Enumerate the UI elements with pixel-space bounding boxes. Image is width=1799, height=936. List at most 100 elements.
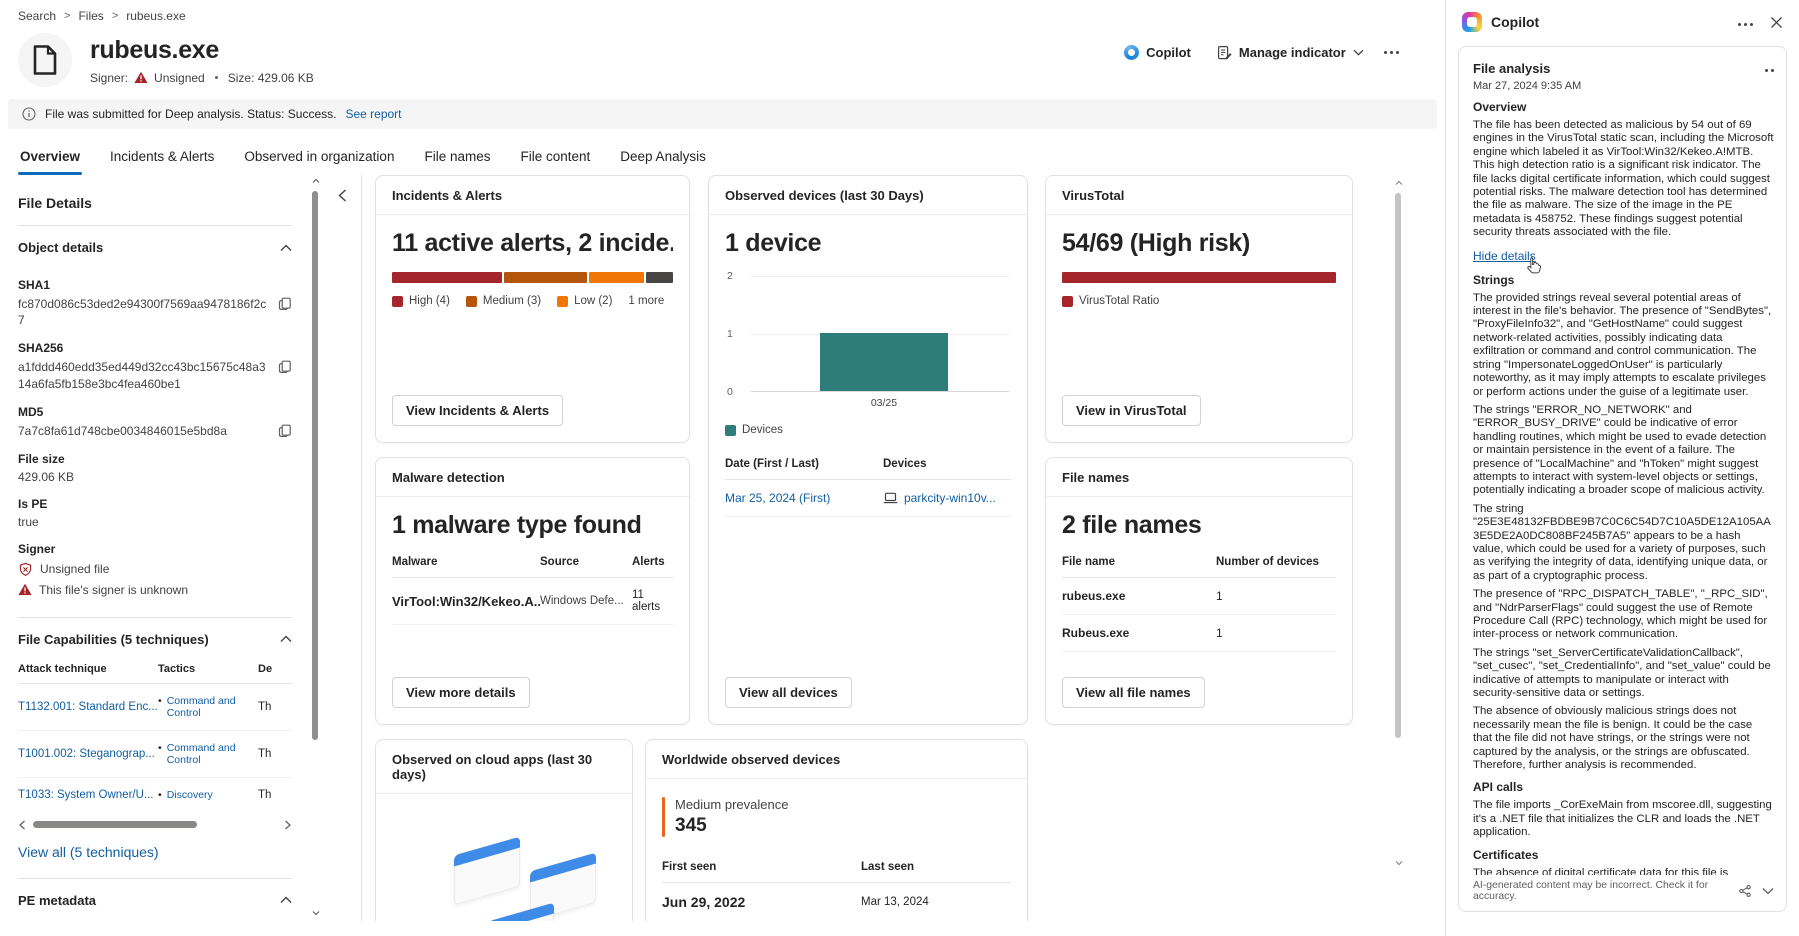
view-more-details-button[interactable]: View more details	[392, 677, 530, 708]
tab-file-content[interactable]: File content	[520, 149, 591, 164]
view-all-file-names-button[interactable]: View all file names	[1062, 677, 1205, 708]
breadcrumb-files[interactable]: Files	[78, 9, 104, 23]
devices-bar-chart: 2 1 0 03/25	[725, 270, 1011, 409]
scrollbar-thumb[interactable]	[312, 191, 318, 741]
severity-legend: High (4) Medium (3) Low (2) 1 more	[392, 295, 673, 307]
copy-icon[interactable]	[278, 360, 292, 374]
file-capabilities-section-toggle[interactable]: File Capabilities (5 techniques)	[18, 632, 292, 647]
device-link[interactable]: parkcity-win10v...	[904, 491, 996, 505]
strings-paragraph: The provided strings reveal several pote…	[1473, 291, 1772, 398]
device-count: 1	[1216, 589, 1223, 603]
chevron-down-icon[interactable]	[1762, 887, 1774, 895]
breadcrumb-current: rubeus.exe	[126, 9, 186, 23]
field-sha1: SHA1 fc870d086c53ded2e94300f7569aa947818…	[18, 278, 292, 328]
scrollbar-thumb[interactable]	[1395, 193, 1401, 738]
view-all-devices-button[interactable]: View all devices	[725, 677, 852, 708]
banner-text: File was submitted for Deep analysis. St…	[45, 107, 337, 121]
see-report-link[interactable]: See report	[345, 107, 402, 121]
tab-file-names[interactable]: File names	[424, 149, 491, 164]
file-names-headline: 2 file names	[1062, 511, 1202, 539]
scroll-down-arrow[interactable]	[311, 909, 320, 919]
virustotal-card: VirusTotal 54/69 (High risk) VirusTotal …	[1045, 175, 1353, 443]
incidents-headline: 11 active alerts, 2 incide...	[392, 229, 673, 257]
scroll-up-arrow[interactable]	[311, 177, 320, 187]
tab-overview[interactable]: Overview	[17, 149, 83, 175]
ellipsis-icon	[1770, 68, 1774, 72]
signer-unsigned-text: Unsigned file	[40, 562, 110, 577]
deep-analysis-banner: File was submitted for Deep analysis. St…	[8, 99, 1437, 129]
copy-icon[interactable]	[278, 424, 292, 438]
api-calls-heading: API calls	[1473, 780, 1524, 795]
copilot-close-button[interactable]	[1770, 16, 1783, 29]
scroll-down-arrow[interactable]	[1394, 859, 1403, 869]
technique-link[interactable]: T1033: System Owner/U...	[18, 788, 154, 801]
view-in-virustotal-button[interactable]: View in VirusTotal	[1062, 395, 1201, 426]
share-icon[interactable]	[1738, 884, 1752, 898]
malware-detection-card: Malware detection 1 malware type found M…	[375, 457, 690, 725]
tab-observed-in-organization[interactable]: Observed in organization	[244, 149, 395, 164]
certificates-heading: Certificates	[1473, 847, 1539, 862]
card-more-button[interactable]	[1770, 59, 1774, 77]
hide-details-link[interactable]: Hide details	[1473, 249, 1541, 274]
devices-legend: Devices	[725, 424, 1011, 436]
manage-indicator-button[interactable]: Manage indicator	[1217, 45, 1364, 60]
more-options-button[interactable]	[1389, 50, 1393, 55]
capabilities-h-scrollbar[interactable]	[18, 820, 292, 830]
file-name: rubeus.exe	[1062, 589, 1126, 603]
view-all-techniques-link[interactable]: View all (5 techniques)	[18, 843, 159, 860]
card-title: Malware detection	[376, 458, 689, 497]
technique-link[interactable]: T1001.002: Steganograp...	[18, 747, 155, 760]
info-icon	[22, 107, 36, 121]
strings-paragraph: The absence of obviously malicious strin…	[1473, 705, 1753, 772]
file-name: Rubeus.exe	[1062, 626, 1130, 640]
prevalence-value: 345	[675, 815, 707, 836]
virustotal-ratio-bar-fill	[1062, 272, 1336, 283]
chevron-right-icon[interactable]	[284, 820, 292, 830]
chevron-left-icon[interactable]	[18, 820, 26, 830]
last-seen-value: Mar 13, 2024	[861, 896, 929, 908]
h-scrollbar-thumb[interactable]	[33, 821, 197, 829]
severity-segment-high	[392, 272, 502, 283]
warning-triangle-icon	[18, 583, 32, 596]
malware-alerts: 11 alerts	[632, 589, 661, 613]
pe-metadata-section-toggle[interactable]: PE metadata	[18, 893, 292, 908]
worldwide-devices-card: Worldwide observed devices Medium preval…	[645, 739, 1028, 921]
strings-paragraph: The presence of "RPC_DISPATCH_TABLE", "_…	[1473, 588, 1768, 641]
technique-link[interactable]: T1132.001: Standard Enc...	[18, 700, 158, 713]
breadcrumb: Search Files rubeus.exe	[0, 0, 1445, 27]
analysis-timestamp: Mar 27, 2024 9:35 AM	[1473, 80, 1582, 92]
copilot-icon	[1124, 45, 1140, 60]
field-sha256: SHA256 a1fddd460edd35ed449d32cc43bc15675…	[18, 341, 292, 391]
file-names-card: File names 2 file names File name Number…	[1045, 457, 1353, 725]
file-analysis-title: File analysis	[1473, 60, 1551, 76]
first-seen-date-link[interactable]: Mar 25, 2024 (First)	[725, 491, 831, 505]
cursor-hand-icon	[1526, 256, 1543, 276]
field-signer: Signer Unsigned file This file's signer …	[18, 541, 189, 597]
breadcrumb-search[interactable]: Search	[18, 9, 57, 23]
object-details-section-toggle[interactable]: Object details	[18, 240, 292, 255]
table-row: Rubeus.exe 1	[1062, 615, 1336, 652]
copilot-button[interactable]: Copilot	[1124, 45, 1191, 60]
copilot-panel: Copilot File analysis Mar 27, 2024 9:35 …	[1445, 0, 1799, 936]
page-title: rubeus.exe	[90, 35, 220, 64]
tab-deep-analysis[interactable]: Deep Analysis	[620, 149, 706, 164]
devices-bar	[819, 333, 949, 391]
edit-page-icon	[1217, 45, 1232, 60]
copilot-more-button[interactable]	[1743, 13, 1747, 31]
scroll-up-arrow[interactable]	[1394, 179, 1403, 189]
device-count: 1	[1216, 626, 1223, 640]
field-file-size: File size 429.06 KB	[18, 451, 75, 484]
view-incidents-alerts-button[interactable]: View Incidents & Alerts	[392, 395, 564, 426]
copy-icon[interactable]	[278, 297, 292, 311]
incidents-alerts-card: Incidents & Alerts 11 active alerts, 2 i…	[375, 175, 690, 443]
signer-warning-text: This file's signer is unknown	[39, 582, 189, 597]
tab-incidents-alerts[interactable]: Incidents & Alerts	[110, 149, 215, 164]
sidebar-scrollbar[interactable]	[311, 177, 320, 919]
collapse-panel-button[interactable]	[330, 183, 354, 207]
malware-headline: 1 malware type found	[392, 511, 642, 539]
breadcrumb-separator	[64, 10, 70, 22]
chevron-up-icon	[280, 635, 292, 643]
main-area: Search Files rubeus.exe rubeus.exe Signe…	[0, 0, 1445, 936]
main-scrollbar[interactable]	[1394, 179, 1403, 869]
signer-label: Signer:	[90, 70, 129, 85]
